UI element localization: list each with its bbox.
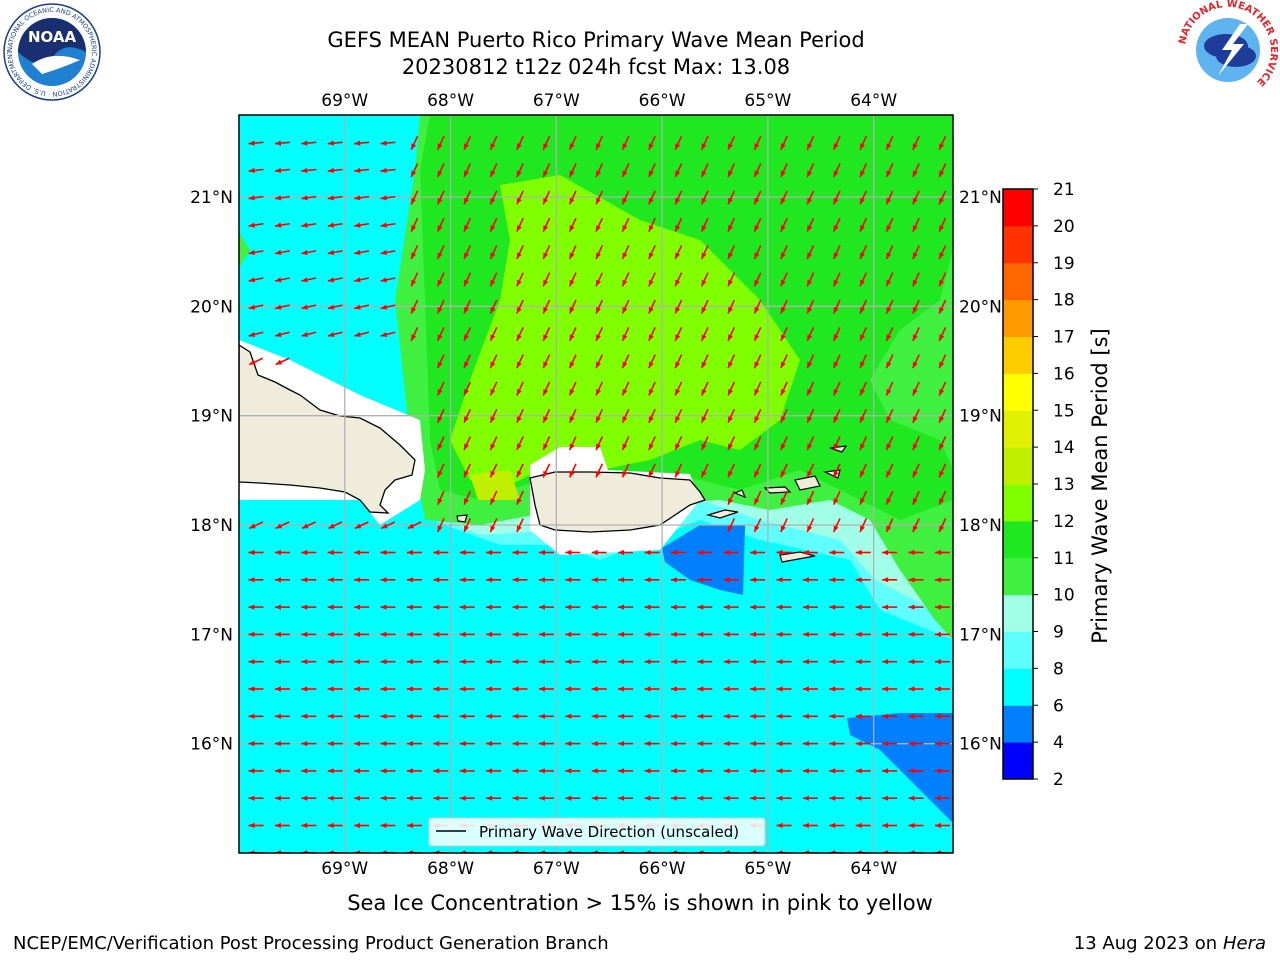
colorbar-tick: 18 [1053,291,1075,311]
lon-label-top: 68°W [427,91,474,111]
colorbar-tick: 17 [1053,328,1075,348]
period-field-13-14s [470,470,520,500]
colorbar-tick: 11 [1053,549,1075,569]
colorbar-tick: 15 [1053,401,1075,421]
lat-label-left: 19°N [190,407,233,427]
latitude-labels-right: 21°N 20°N 19°N 18°N 17°N 16°N [959,188,1002,755]
longitude-labels-bottom: 69°W 68°W 67°W 66°W 65°W 64°W [321,859,897,879]
colorbar-swatch [1003,262,1033,301]
colorbar-swatch [1003,742,1033,780]
colorbar-tick: 16 [1053,364,1075,384]
period-field-4-6s-south-pr [662,525,745,595]
colorbar-tick: 19 [1053,254,1075,274]
lon-label-bottom: 66°W [639,859,686,879]
colorbar-tick: 20 [1053,217,1075,237]
hispaniola-land [239,344,416,514]
map-plot-area [239,115,953,853]
lon-label-bottom: 64°W [850,859,897,879]
period-field-12-13s [450,175,800,490]
puerto-rico-land [529,471,706,533]
colorbar-swatch [1003,410,1033,448]
map-subtitle: 20230812 t12z 024h fcst Max: 13.08 [401,55,791,79]
lon-label-top: 67°W [533,91,580,111]
longitude-labels-top: 69°W 68°W 67°W 66°W 65°W 64°W [321,91,897,111]
lat-label-right: 20°N [959,297,1002,317]
svg-text:NOAA: NOAA [28,28,77,46]
footer-host: Hera [1222,933,1266,954]
colorbar-swatch [1003,447,1033,485]
lon-label-top: 65°W [744,91,791,111]
virgin-islands-land [456,445,848,563]
colorbar-swatch [1003,594,1033,632]
colorbar-swatch [1003,189,1033,227]
lat-label-right: 18°N [959,516,1002,536]
lat-label-right: 21°N [959,188,1002,208]
lat-label-left: 17°N [190,625,233,645]
colorbar-label: Primary Wave Mean Period [s] [1088,328,1112,644]
lat-label-left: 16°N [190,735,233,755]
colorbar-tick: 21 [1053,180,1075,200]
map-legend: Primary Wave Direction (unscaled) [428,817,766,847]
lon-label-bottom: 65°W [744,859,791,879]
map-title: GEFS MEAN Puerto Rico Primary Wave Mean … [327,28,865,52]
colorbar-tick-labels: 2 4 6 8 9 10 11 12 13 14 15 16 17 18 19 20 21 [1033,180,1075,790]
lon-label-bottom: 68°W [427,859,474,879]
colorbar-swatch [1003,668,1033,706]
colorbar-tick: 12 [1053,512,1075,532]
lat-label-right: 16°N [959,735,1002,755]
latitude-labels-left: 21°N 20°N 19°N 18°N 17°N 16°N [190,188,233,755]
colorbar-swatch [1003,299,1033,337]
footer-credit: NCEP/EMC/Verification Post Processing Pr… [13,933,609,954]
nws-logo: NATIONAL WEATHER SERVICE [1178,0,1278,99]
colorbar-swatch [1003,705,1033,743]
lon-label-top: 69°W [321,91,368,111]
colorbar-tick: 10 [1053,586,1075,606]
colorbar-swatch [1003,520,1033,559]
colorbar-tick: 8 [1053,659,1064,679]
lon-label-bottom: 69°W [321,859,368,879]
lat-label-right: 17°N [959,625,1002,645]
lat-label-left: 18°N [190,516,233,536]
lon-label-top: 64°W [850,91,897,111]
colorbar-swatch [1003,557,1033,596]
lat-label-right: 19°N [959,407,1002,427]
period-field-green-west-edge [239,232,250,268]
noaa-logo: NATIONAL OCEANIC AND ATMOSPHERIC ADMINIS… [2,2,101,101]
colorbar-tick: 9 [1053,623,1064,643]
map-frame [238,114,954,854]
lat-label-left: 20°N [190,297,233,317]
colorbar-swatch [1003,631,1033,669]
lon-label-top: 66°W [639,91,686,111]
colorbar-swatch [1003,225,1033,264]
colorbar [1002,188,1034,780]
colorbar-tick: 6 [1053,696,1064,716]
lon-label-bottom: 67°W [533,859,580,879]
lat-label-left: 21°N [190,188,233,208]
footer-date: 13 Aug 2023 on Hera [1073,933,1266,954]
colorbar-tick: 14 [1053,438,1075,458]
colorbar-tick: 13 [1053,475,1075,495]
sea-ice-note: Sea Ice Concentration > 15% is shown in … [347,891,933,915]
colorbar-tick: 4 [1053,733,1064,753]
colorbar-swatch [1003,484,1033,522]
legend-label: Primary Wave Direction (unscaled) [479,823,739,841]
colorbar-tick: 2 [1053,770,1064,790]
colorbar-swatch [1003,336,1033,374]
colorbar-swatch [1003,373,1033,411]
